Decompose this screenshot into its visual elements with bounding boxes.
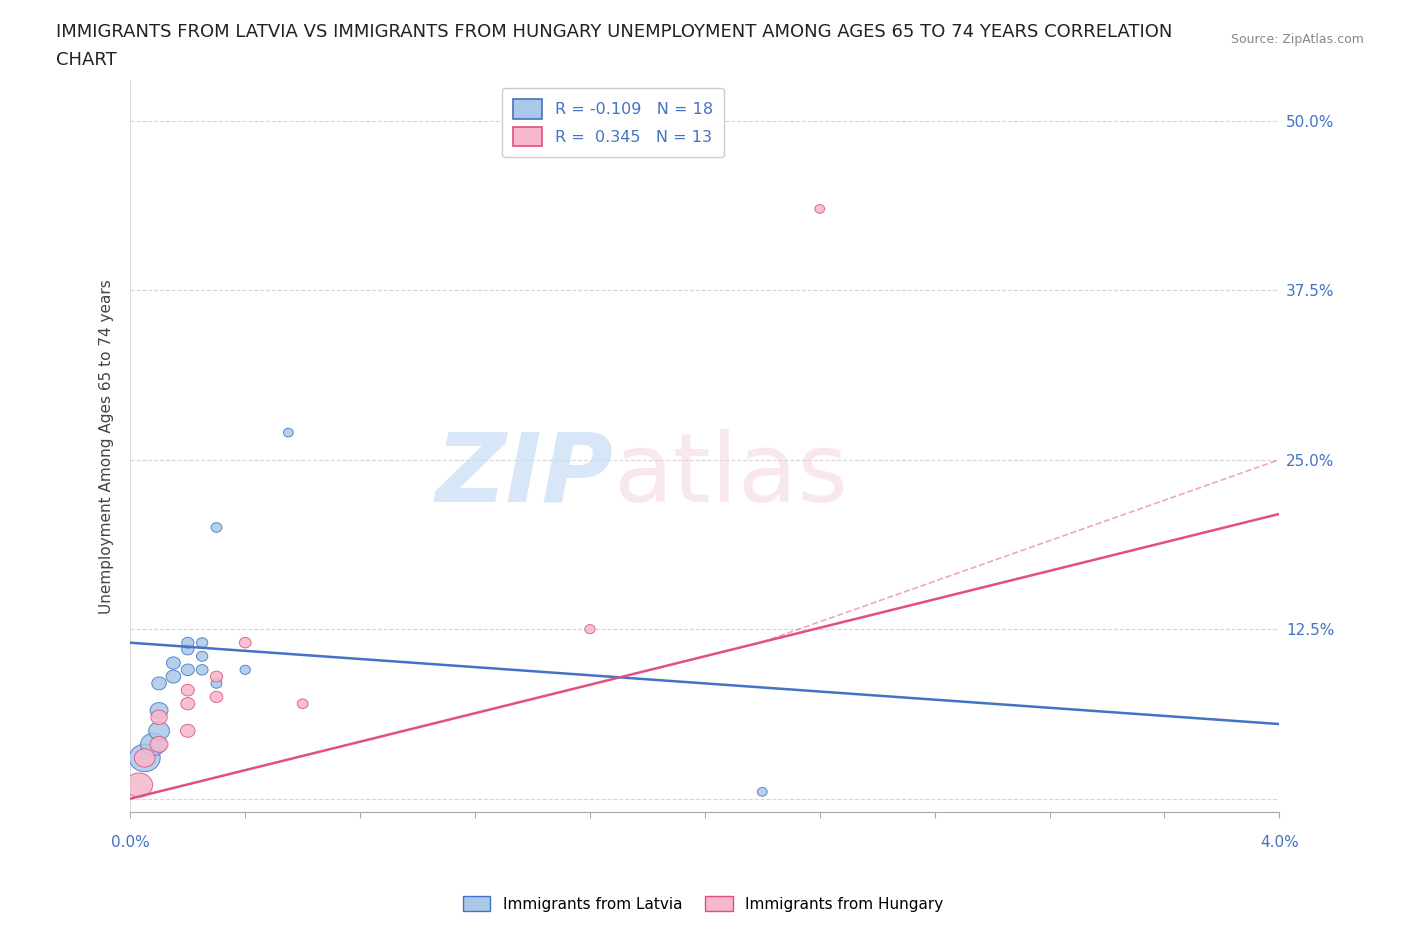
- Text: ZIP: ZIP: [434, 429, 613, 522]
- Text: 0.0%: 0.0%: [111, 835, 149, 850]
- Y-axis label: Unemployment Among Ages 65 to 74 years: Unemployment Among Ages 65 to 74 years: [100, 279, 114, 614]
- Legend: R = -0.109   N = 18, R =  0.345   N = 13: R = -0.109 N = 18, R = 0.345 N = 13: [502, 88, 724, 157]
- Ellipse shape: [211, 671, 222, 682]
- Text: atlas: atlas: [613, 429, 848, 522]
- Text: Source: ZipAtlas.com: Source: ZipAtlas.com: [1230, 33, 1364, 46]
- Ellipse shape: [166, 657, 180, 670]
- Ellipse shape: [211, 523, 222, 532]
- Ellipse shape: [284, 428, 294, 437]
- Ellipse shape: [297, 699, 308, 709]
- Ellipse shape: [180, 724, 195, 737]
- Ellipse shape: [815, 205, 825, 213]
- Ellipse shape: [150, 702, 167, 719]
- Ellipse shape: [181, 644, 194, 655]
- Ellipse shape: [125, 773, 153, 797]
- Ellipse shape: [240, 665, 250, 674]
- Legend: Immigrants from Latvia, Immigrants from Hungary: Immigrants from Latvia, Immigrants from …: [457, 889, 949, 918]
- Ellipse shape: [585, 625, 595, 633]
- Ellipse shape: [197, 638, 208, 647]
- Ellipse shape: [129, 744, 160, 772]
- Ellipse shape: [181, 698, 194, 710]
- Ellipse shape: [141, 733, 166, 755]
- Ellipse shape: [181, 664, 194, 675]
- Ellipse shape: [152, 677, 166, 690]
- Ellipse shape: [181, 684, 194, 696]
- Ellipse shape: [135, 749, 155, 767]
- Text: IMMIGRANTS FROM LATVIA VS IMMIGRANTS FROM HUNGARY UNEMPLOYMENT AMONG AGES 65 TO : IMMIGRANTS FROM LATVIA VS IMMIGRANTS FRO…: [56, 23, 1173, 41]
- Text: CHART: CHART: [56, 51, 117, 69]
- Ellipse shape: [166, 671, 181, 683]
- Ellipse shape: [239, 637, 252, 648]
- Ellipse shape: [197, 651, 208, 661]
- Ellipse shape: [758, 788, 768, 796]
- Ellipse shape: [181, 637, 194, 648]
- Ellipse shape: [150, 737, 167, 752]
- Ellipse shape: [149, 722, 169, 740]
- Ellipse shape: [150, 710, 167, 724]
- Ellipse shape: [197, 665, 208, 675]
- Text: 4.0%: 4.0%: [1260, 835, 1299, 850]
- Ellipse shape: [211, 679, 222, 688]
- Ellipse shape: [209, 691, 222, 702]
